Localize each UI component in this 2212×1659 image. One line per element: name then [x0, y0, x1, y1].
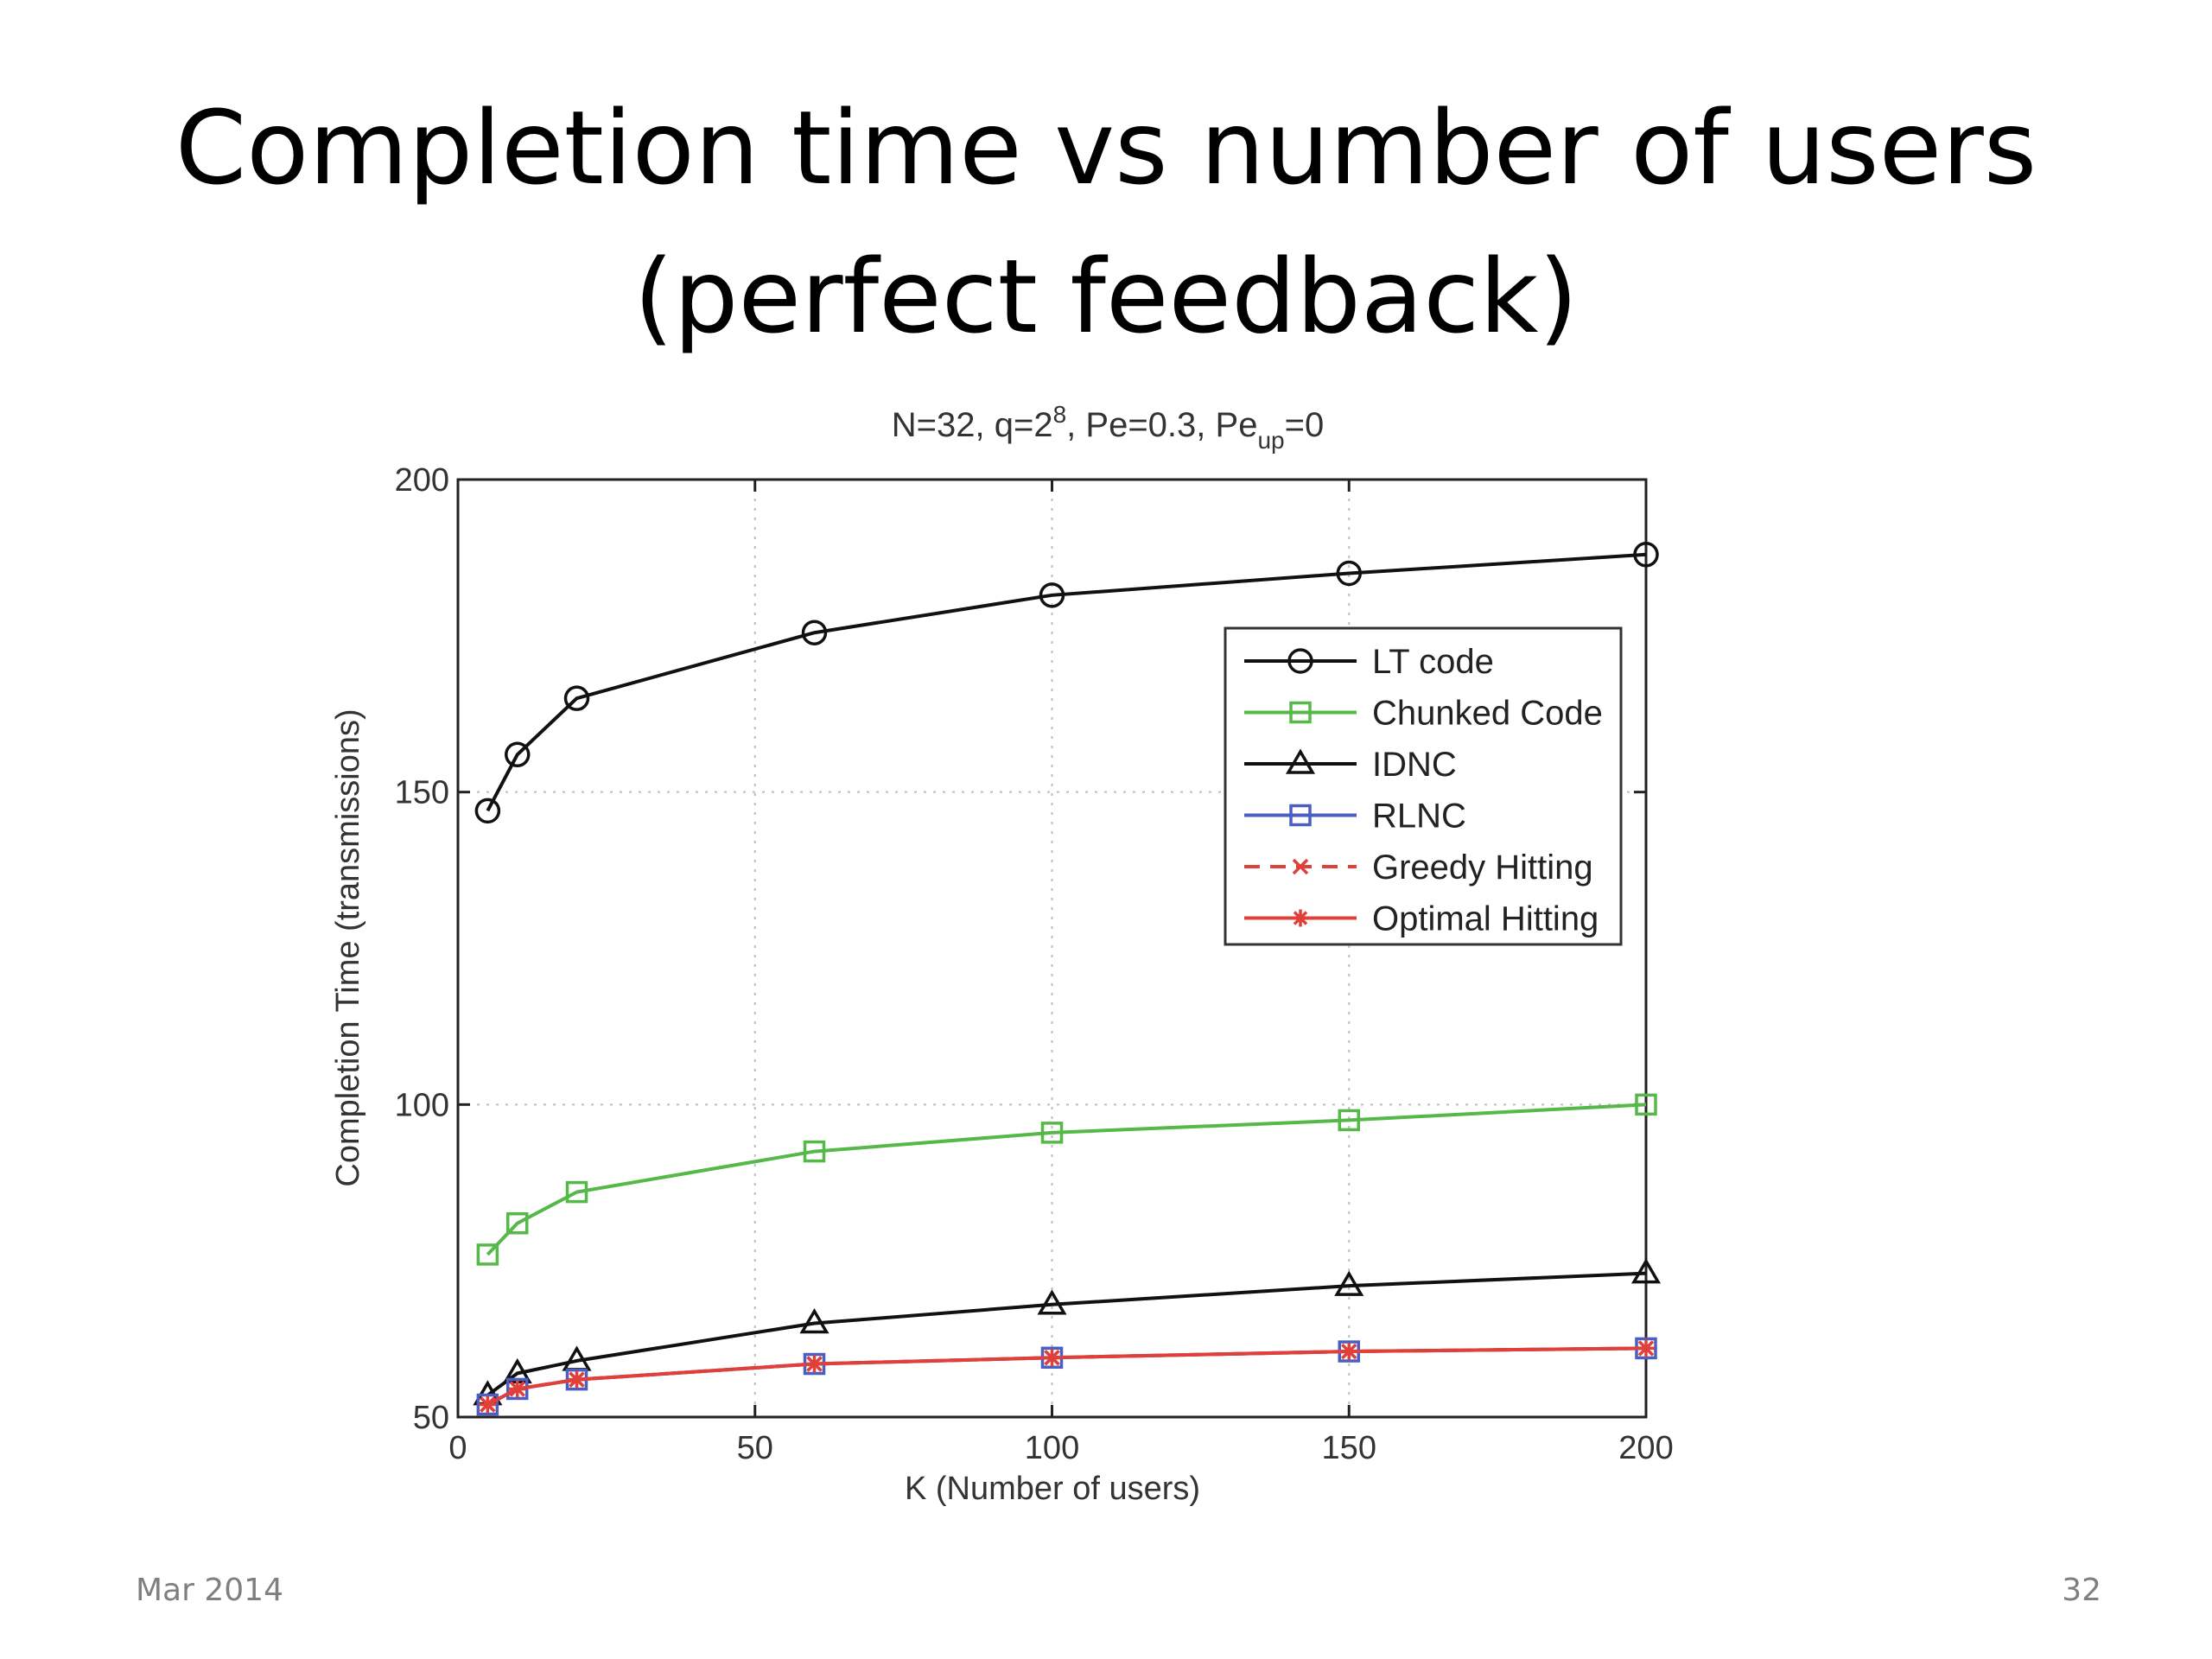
data-point-chunked-code [506, 1212, 529, 1235]
data-point-lt-code [801, 620, 828, 645]
legend-entry-lt-code: LT code [1244, 643, 1494, 681]
legend-label: Greedy Hitting [1372, 849, 1593, 887]
data-point-chunked-code [1338, 1109, 1360, 1132]
slide-title-line-2: (perfect feedback) [633, 237, 1579, 356]
data-point-idnc [1334, 1270, 1364, 1296]
data-point-chunked-code [803, 1140, 826, 1163]
legend-label: Optimal Hitting [1372, 900, 1599, 938]
legend-label: Chunked Code [1372, 695, 1603, 733]
y-tick-label: 100 [395, 1087, 449, 1123]
legend-label: LT code [1372, 643, 1494, 681]
grid [457, 479, 1647, 1418]
x-tick-label: 150 [1322, 1430, 1376, 1466]
series-optimal-hitting [479, 1339, 1655, 1414]
legend-entry-optimal-hitting: Optimal Hitting [1244, 900, 1599, 938]
y-tick-label: 50 [413, 1400, 449, 1436]
data-point-lt-code [505, 741, 531, 768]
legend-marker [1285, 748, 1316, 774]
data-point-chunked-code [476, 1243, 499, 1266]
data-point-lt-code [1633, 542, 1659, 568]
data-point-chunked-code [1635, 1093, 1657, 1116]
legend-entry-idnc: IDNC [1244, 746, 1457, 784]
data-point-optimal-hitting [568, 1370, 586, 1389]
legend-entry-rlnc: RLNC [1244, 798, 1466, 836]
data-point-lt-code [474, 798, 501, 824]
legend-marker [1292, 909, 1309, 927]
data-point-lt-code [1039, 582, 1065, 608]
data-point-optimal-hitting [479, 1395, 497, 1414]
legend-marker [1289, 804, 1312, 827]
data-point-lt-code [1336, 560, 1362, 587]
plot-area-frame [456, 478, 1648, 1419]
legend-entry-greedy-hitting: Greedy Hitting [1244, 849, 1593, 887]
series-greedy-hitting [480, 1340, 1655, 1413]
data-point-chunked-code [1040, 1122, 1064, 1144]
slide-title-line-1: Completion time vs number of users [175, 88, 2037, 207]
data-point-optimal-hitting [1340, 1343, 1358, 1361]
x-axis-label: K (Number of users) [905, 1471, 1200, 1507]
y-axis-label: Completion Time (transmissions) [330, 709, 366, 1186]
data-point-optimal-hitting [805, 1355, 823, 1373]
x-tick-label: 100 [1025, 1430, 1079, 1466]
data-point-optimal-hitting [508, 1380, 526, 1398]
legend-marker [1289, 701, 1312, 724]
series-idnc [473, 1258, 1662, 1406]
slide-title: Completion time vs number of users (perf… [0, 73, 2212, 371]
x-tick-label: 200 [1618, 1430, 1673, 1466]
x-tick-label: 50 [737, 1430, 773, 1466]
series-line-chunked-code [486, 1103, 1647, 1256]
series-line-optimal-hitting [486, 1346, 1647, 1407]
data-point-idnc [799, 1308, 830, 1334]
data-point-idnc [1037, 1289, 1067, 1315]
plot-title: N=32, q=28, Pe=0.3, Peup=0 [892, 401, 1324, 454]
series-group [473, 542, 1662, 1416]
series-lt-code [474, 542, 1659, 824]
data-point-rlnc [476, 1393, 499, 1416]
data-point-idnc [1630, 1258, 1662, 1284]
legend-label: RLNC [1372, 798, 1466, 836]
data-point-optimal-hitting [1637, 1339, 1655, 1357]
legend-entry-chunked-code: Chunked Code [1244, 695, 1603, 733]
y-tick-label: 150 [395, 775, 449, 811]
series-line-idnc [486, 1271, 1647, 1397]
data-point-optimal-hitting [1043, 1349, 1061, 1367]
data-point-lt-code [563, 685, 590, 711]
x-tick-label: 0 [448, 1430, 467, 1466]
legend-marker [1292, 858, 1309, 875]
footer-date: Mar 2014 [136, 1573, 283, 1608]
y-tick-label: 200 [395, 462, 449, 499]
legend-marker [1287, 648, 1313, 674]
data-point-chunked-code [565, 1180, 588, 1204]
legend-label: IDNC [1372, 746, 1457, 784]
legend-box [1224, 626, 1623, 946]
series-chunked-code [476, 1093, 1657, 1266]
legend: LT code Chunked Code IDNC RLNC Greedy Hittin… [1224, 626, 1623, 946]
page-number: 32 [2062, 1573, 2101, 1608]
series-line-lt-code [486, 552, 1647, 812]
